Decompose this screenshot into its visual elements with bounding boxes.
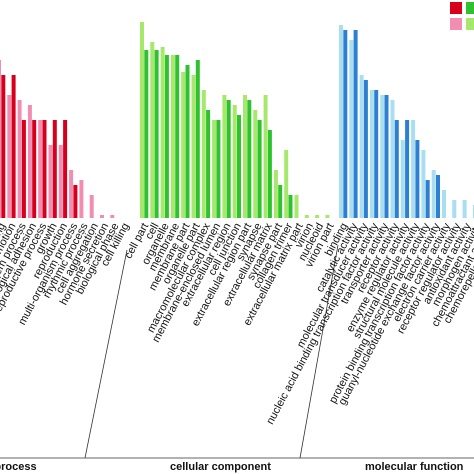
bar: [154, 50, 159, 218]
bar: [374, 90, 379, 218]
bar: [58, 145, 63, 218]
bar: [415, 140, 420, 218]
group-label: molecular function: [365, 461, 464, 473]
bar: [170, 55, 175, 218]
bar: [1, 75, 6, 218]
bar: [216, 120, 221, 218]
bar: [144, 50, 149, 218]
bar: [359, 75, 364, 218]
bar: [343, 30, 348, 218]
bar: [21, 120, 26, 218]
bracket-line: [299, 244, 339, 459]
bar: [369, 90, 374, 218]
bar: [222, 95, 227, 218]
bar: [38, 120, 43, 218]
bar: [73, 185, 78, 218]
bar: [278, 185, 283, 218]
bracket-line: [84, 249, 128, 459]
bar: [257, 120, 262, 218]
bar: [247, 100, 252, 218]
bar: [294, 195, 299, 218]
bar: [394, 120, 399, 218]
bar: [400, 140, 405, 218]
bar: [253, 110, 258, 218]
bar: [263, 95, 268, 218]
legend-swatch: [450, 18, 462, 30]
legend-swatch: [466, 18, 474, 30]
bar: [273, 170, 278, 218]
bar: [27, 105, 32, 218]
bar: [405, 120, 410, 218]
bar: [267, 130, 272, 218]
bar: [100, 215, 104, 218]
bar: [212, 120, 217, 218]
bar: [32, 120, 37, 218]
bar: [380, 95, 385, 218]
bar: [185, 65, 190, 218]
group-label: cellular component: [170, 461, 271, 473]
bar: [79, 180, 84, 218]
bar: [140, 22, 144, 218]
bar: [384, 95, 389, 218]
legend-swatch: [466, 2, 474, 14]
bar: [110, 215, 115, 218]
bar: [69, 170, 74, 218]
bar: [390, 100, 395, 218]
bar: [411, 120, 416, 218]
bar: [181, 72, 186, 218]
bar: [425, 180, 430, 218]
bar: [52, 120, 57, 218]
bar: [89, 195, 94, 218]
bar: [195, 60, 200, 218]
bar: [452, 200, 457, 218]
bar: [304, 215, 309, 218]
bar: [339, 25, 343, 218]
bar: [442, 190, 446, 218]
bar: [11, 75, 16, 218]
bar: [150, 42, 155, 218]
bar: [472, 205, 474, 218]
bar: [421, 150, 426, 218]
bar: [63, 120, 68, 218]
bar: [160, 47, 165, 218]
bar: [232, 105, 237, 218]
bar: [315, 215, 320, 218]
bar: [353, 30, 358, 218]
bar: [164, 55, 169, 218]
bar: [191, 75, 196, 218]
bar: [237, 115, 241, 218]
bar: [175, 55, 180, 218]
bar: [462, 200, 467, 218]
bar: [201, 90, 206, 218]
bar: [206, 110, 211, 218]
bar: [17, 100, 22, 218]
bar: [431, 170, 436, 218]
bar: [42, 120, 47, 218]
bar: [363, 80, 368, 218]
bar: [436, 175, 440, 218]
bar: [0, 60, 1, 218]
bar: [226, 100, 231, 218]
legend-swatch: [450, 2, 462, 14]
group-label: biological process: [0, 461, 37, 473]
bar: [284, 150, 289, 218]
bar: [48, 145, 53, 218]
bar: [349, 40, 354, 218]
bar: [7, 95, 12, 218]
bar: [288, 195, 293, 218]
bar: [325, 215, 330, 218]
bar: [243, 95, 247, 218]
